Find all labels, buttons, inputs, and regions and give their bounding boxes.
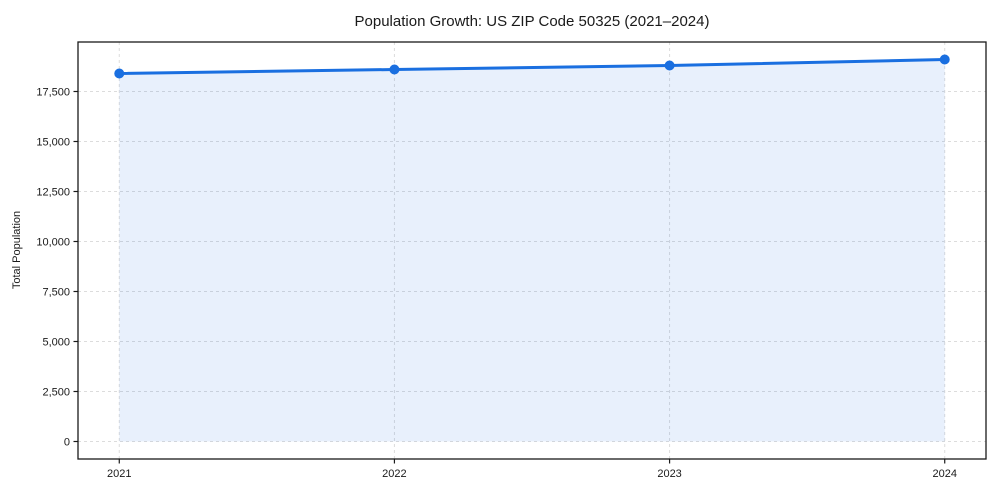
y-tick-label: 17,500 [36, 86, 70, 98]
area-fill [119, 59, 945, 442]
y-tick-label: 15,000 [36, 136, 70, 148]
data-line [117, 58, 947, 75]
data-point-2023 [664, 60, 675, 71]
y-tick-label: 10,000 [36, 236, 70, 248]
y-tick-label: 7,500 [42, 286, 70, 298]
data-point-2024 [939, 54, 950, 65]
chart-title: Population Growth: US ZIP Code 50325 (20… [354, 13, 710, 30]
x-tick-label: 2023 [657, 468, 681, 480]
x-tick-label: 2021 [107, 468, 131, 480]
data-point-2022 [389, 64, 400, 75]
x-tick-label: 2022 [382, 468, 406, 480]
y-tick-label: 5,000 [42, 336, 70, 348]
x-tick-label: 2024 [932, 468, 956, 480]
plot-border [77, 41, 987, 460]
data-point-2021 [114, 68, 125, 79]
y-tick-label: 12,500 [36, 186, 70, 198]
y-tick-label: 0 [64, 436, 70, 448]
y-tick-label: 2,500 [42, 386, 70, 398]
